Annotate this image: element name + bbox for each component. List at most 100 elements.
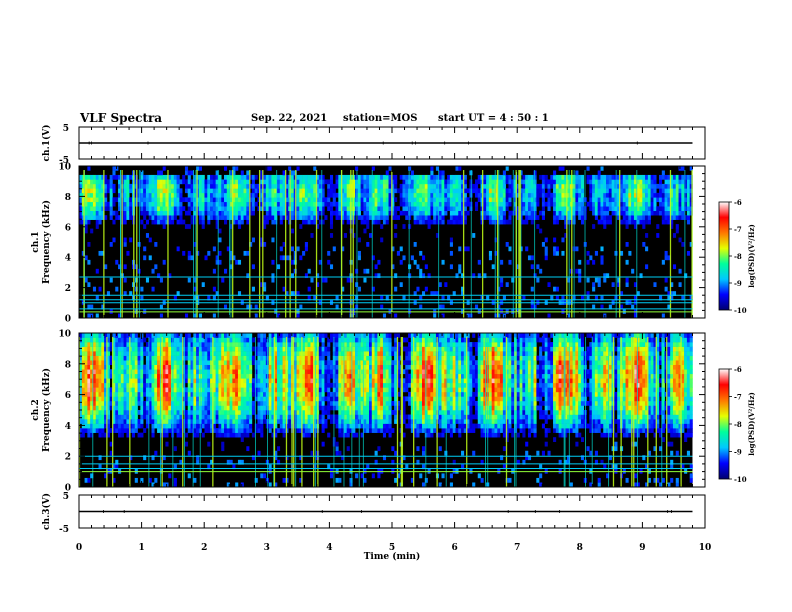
- psd-cell: [433, 174, 437, 180]
- psd-cell: [405, 206, 409, 212]
- psd-cell: [647, 215, 651, 220]
- psd-cell: [215, 210, 219, 216]
- psd-cell: [196, 360, 200, 366]
- psd-cell: [500, 219, 504, 225]
- psd-cell: [90, 373, 94, 379]
- psd-cell: [123, 369, 127, 375]
- psd-cell: [369, 206, 373, 212]
- psd-cell: [193, 242, 197, 247]
- psd-cell: [131, 405, 136, 411]
- psd-cell: [541, 183, 545, 189]
- psd-cell: [196, 355, 200, 361]
- psd-cell: [413, 183, 417, 189]
- psd-cell: [112, 364, 116, 370]
- psd-cell: [282, 423, 286, 429]
- psd-cell: [672, 183, 677, 189]
- psd-cell: [90, 215, 94, 220]
- psd-cell: [547, 197, 551, 203]
- psd-cell: [374, 192, 378, 198]
- psd-cell: [329, 264, 334, 270]
- psd-cell: [95, 333, 99, 338]
- psd-cell: [143, 405, 147, 411]
- psd-cell: [90, 228, 94, 234]
- psd-cell: [201, 378, 205, 384]
- psd-cell: [597, 170, 601, 176]
- psd-cell: [193, 382, 197, 388]
- psd-cell: [190, 400, 194, 406]
- psd-cell: [165, 382, 169, 388]
- psd-cell: [391, 246, 395, 252]
- psd-cell: [458, 201, 462, 207]
- psd-cell: [265, 179, 269, 185]
- psd-cell: [126, 192, 130, 198]
- psd-cell: [296, 428, 300, 433]
- psd-cell: [168, 197, 172, 203]
- psd-cell: [664, 215, 668, 220]
- psd-cell: [254, 188, 258, 194]
- psd-cell: [394, 233, 398, 238]
- psd-cell: [243, 405, 247, 411]
- psd-cell: [678, 197, 682, 203]
- psd-cell: [249, 355, 253, 361]
- psd-cell: [263, 396, 267, 402]
- psd-cell: [318, 183, 322, 189]
- psd-cell: [307, 215, 311, 220]
- psd-cell: [243, 382, 247, 388]
- psd-cell: [232, 210, 236, 216]
- psd-cell: [382, 206, 387, 212]
- psd-cell: [243, 414, 247, 420]
- psd-cell: [243, 396, 247, 402]
- psd-cell: [642, 192, 646, 198]
- psd-cell: [123, 174, 127, 180]
- psd-cell: [619, 206, 624, 212]
- psd-cell: [263, 286, 267, 292]
- psd-cell: [204, 405, 208, 411]
- psd-cell: [190, 373, 194, 379]
- psd-cell: [430, 192, 434, 198]
- psd-cell: [243, 432, 247, 438]
- psd-cell: [642, 215, 646, 220]
- psd-cell: [366, 179, 370, 185]
- start-time-label: start UT = 4 : 50 : 1: [438, 113, 549, 124]
- psd-cell: [335, 210, 339, 216]
- psd-cell: [299, 387, 303, 393]
- psd-cell: [338, 215, 342, 220]
- psd-cell: [672, 291, 677, 296]
- psd-cell: [561, 295, 565, 301]
- psd-cell: [201, 219, 205, 225]
- psd-cell: [235, 192, 239, 198]
- psd-cell: [196, 400, 200, 406]
- psd-cell: [249, 242, 253, 247]
- psd-cell: [226, 391, 230, 397]
- psd-cell: [249, 197, 253, 203]
- psd-cell: [302, 373, 306, 379]
- psd-cell: [129, 342, 133, 347]
- psd-cell: [237, 291, 242, 296]
- psd-cell: [210, 391, 214, 397]
- psd-cell: [140, 188, 144, 194]
- psd-cell: [257, 387, 261, 393]
- psd-cell: [263, 473, 267, 479]
- psd-cell: [207, 197, 211, 203]
- psd-cell: [101, 250, 105, 256]
- psd-cell: [410, 174, 414, 180]
- psd-cell: [232, 364, 236, 370]
- psd-cell: [182, 382, 186, 388]
- psd-cell: [296, 246, 300, 252]
- psd-cell: [488, 179, 493, 185]
- psd-cell: [232, 174, 236, 180]
- psd-cell: [243, 342, 247, 347]
- psd-cell: [575, 192, 579, 198]
- psd-cell: [276, 400, 281, 406]
- psd-cell: [198, 188, 202, 194]
- psd-cell: [212, 414, 216, 420]
- psd-cell: [380, 201, 384, 207]
- psd-cell: [165, 337, 169, 343]
- psd-cell: [575, 188, 579, 194]
- psd-cell: [207, 179, 211, 185]
- psd-cell: [92, 391, 97, 397]
- psd-cell: [681, 215, 685, 220]
- psd-cell: [606, 215, 610, 220]
- psd-cell: [240, 437, 244, 443]
- psd-cell: [232, 387, 236, 393]
